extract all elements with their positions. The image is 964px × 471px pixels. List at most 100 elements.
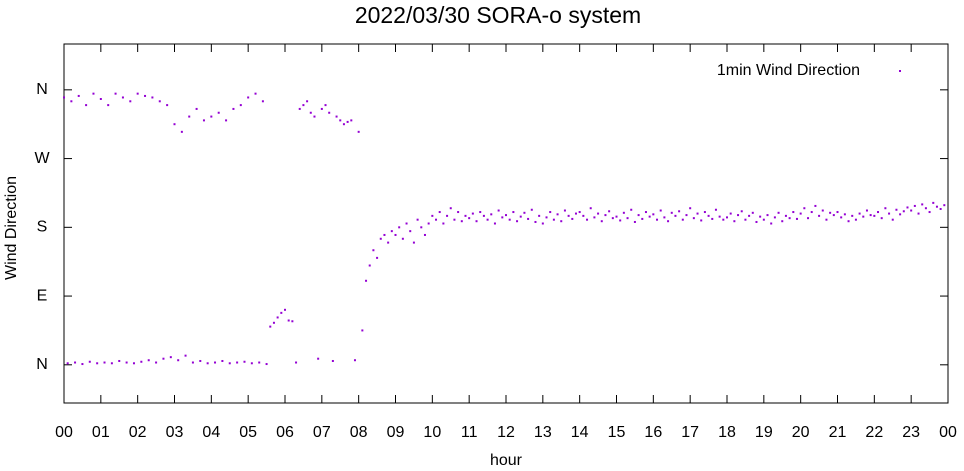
x-axis-label: hour xyxy=(490,452,523,469)
point xyxy=(611,217,614,220)
point xyxy=(92,92,95,95)
x-tick-label: 04 xyxy=(202,424,220,441)
point xyxy=(420,226,423,229)
point xyxy=(644,211,647,214)
point xyxy=(261,100,264,103)
point xyxy=(199,359,202,362)
x-tick-label: 22 xyxy=(865,424,883,441)
point xyxy=(446,214,449,217)
point xyxy=(272,321,275,324)
point xyxy=(552,218,555,221)
point xyxy=(729,212,732,215)
point xyxy=(423,233,426,236)
x-tick-label: 13 xyxy=(534,424,552,441)
point xyxy=(147,359,150,362)
point xyxy=(453,218,456,221)
point xyxy=(70,100,73,103)
point xyxy=(247,96,250,99)
point xyxy=(342,123,345,126)
point xyxy=(350,119,353,122)
point xyxy=(751,211,754,214)
point xyxy=(766,214,769,217)
point xyxy=(457,211,460,214)
point xyxy=(328,111,331,114)
point xyxy=(376,256,379,259)
point xyxy=(85,104,88,107)
point xyxy=(858,212,861,215)
point xyxy=(431,214,434,217)
x-tick-label: 10 xyxy=(423,424,441,441)
point xyxy=(685,214,688,217)
x-tick-label: 18 xyxy=(718,424,736,441)
point xyxy=(357,130,360,133)
point xyxy=(202,119,205,122)
x-tick-label: 08 xyxy=(350,424,368,441)
point xyxy=(335,115,338,118)
point xyxy=(626,217,629,220)
point xyxy=(265,363,268,366)
y-tick-label: E xyxy=(37,287,48,304)
point xyxy=(214,361,217,364)
point xyxy=(799,212,802,215)
point xyxy=(538,214,541,217)
point xyxy=(659,209,662,212)
point xyxy=(567,214,570,217)
point xyxy=(943,204,946,207)
point xyxy=(825,218,828,221)
point xyxy=(641,217,644,220)
point xyxy=(232,107,235,110)
point xyxy=(409,230,412,233)
point xyxy=(438,211,441,214)
point xyxy=(545,216,548,219)
point xyxy=(888,212,891,215)
y-tick-label: N xyxy=(36,356,48,373)
point xyxy=(865,209,868,212)
point xyxy=(298,107,301,110)
point xyxy=(118,359,121,362)
point xyxy=(707,214,710,217)
point xyxy=(748,214,751,217)
point xyxy=(619,219,622,222)
point xyxy=(807,217,810,220)
point xyxy=(726,216,728,219)
point xyxy=(847,220,850,223)
legend-marker xyxy=(899,70,901,72)
point xyxy=(107,104,110,107)
point xyxy=(398,226,401,229)
point xyxy=(132,362,135,365)
point xyxy=(210,115,213,118)
x-tick-label: 09 xyxy=(387,424,405,441)
point xyxy=(493,222,496,225)
point xyxy=(166,104,169,107)
point xyxy=(718,215,721,218)
point xyxy=(280,311,283,314)
x-tick-label: 14 xyxy=(571,424,589,441)
point xyxy=(412,241,415,244)
point xyxy=(737,214,740,217)
point xyxy=(151,96,154,99)
point xyxy=(177,359,180,362)
point xyxy=(917,212,920,215)
point xyxy=(250,362,253,365)
point xyxy=(714,208,717,211)
point xyxy=(832,214,835,217)
point xyxy=(379,237,382,240)
point xyxy=(482,214,485,217)
point xyxy=(784,214,787,217)
point xyxy=(243,360,246,363)
point xyxy=(228,362,231,365)
point xyxy=(656,218,659,221)
point xyxy=(755,220,758,223)
x-tick-label: 07 xyxy=(313,424,331,441)
point xyxy=(121,96,124,99)
point xyxy=(188,115,191,118)
x-tick-label: 23 xyxy=(902,424,920,441)
point xyxy=(169,356,172,359)
point xyxy=(401,237,404,240)
point xyxy=(475,220,478,223)
point xyxy=(486,218,489,221)
point xyxy=(158,100,161,103)
point xyxy=(549,211,552,214)
point xyxy=(777,211,780,214)
point xyxy=(560,220,563,223)
